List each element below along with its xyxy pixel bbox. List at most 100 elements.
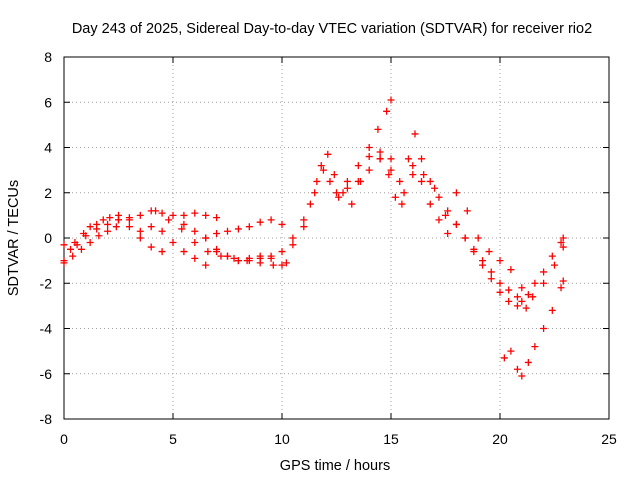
data-point <box>217 252 225 260</box>
data-point <box>71 239 79 247</box>
data-point <box>365 166 373 174</box>
data-point <box>348 200 356 208</box>
data-point <box>213 229 221 237</box>
data-point <box>426 177 434 185</box>
x-tick-label: 10 <box>274 431 290 447</box>
data-point <box>496 288 504 296</box>
data-point <box>487 268 495 276</box>
data-point <box>67 245 75 253</box>
data-point <box>409 171 417 179</box>
data-point <box>324 150 332 158</box>
data-point <box>82 232 90 240</box>
data-point <box>376 148 384 156</box>
data-point <box>463 207 471 215</box>
data-point <box>278 261 286 269</box>
data-point <box>518 284 526 292</box>
data-point <box>418 177 426 185</box>
y-tick-label: 6 <box>44 94 52 110</box>
data-point <box>420 171 428 179</box>
data-point <box>136 234 144 242</box>
data-point <box>400 189 408 197</box>
grid <box>64 57 609 419</box>
data-point <box>191 254 199 262</box>
data-point <box>522 304 530 312</box>
data-point <box>158 227 166 235</box>
data-point <box>496 257 504 265</box>
data-point <box>158 209 166 217</box>
series-track-8 <box>202 216 286 242</box>
data-point <box>267 252 275 260</box>
series-track-9 <box>213 155 567 305</box>
data-point <box>540 268 548 276</box>
data-point <box>411 130 419 138</box>
data-point <box>387 166 395 174</box>
data-point <box>444 207 452 215</box>
data-point <box>496 279 504 287</box>
data-point <box>204 248 212 256</box>
data-point <box>112 223 120 231</box>
data-point <box>289 234 297 242</box>
data-point <box>104 220 112 228</box>
data-point <box>147 243 155 251</box>
data-point <box>487 275 495 283</box>
series-track-11 <box>333 130 530 312</box>
data-point <box>505 286 513 294</box>
data-point <box>191 227 199 235</box>
data-point <box>339 189 347 197</box>
data-point <box>256 218 264 226</box>
y-tick-label: -2 <box>40 275 53 291</box>
data-point <box>224 227 231 235</box>
y-tick-label: 2 <box>44 185 52 201</box>
data-point <box>269 261 277 269</box>
data-point <box>152 207 160 215</box>
x-tick-label: 0 <box>60 431 68 447</box>
data-point <box>559 234 567 242</box>
series-track-13 <box>500 277 567 380</box>
data-point <box>474 234 482 242</box>
y-tick-label: 8 <box>44 49 52 65</box>
data-point <box>86 223 94 231</box>
data-point <box>531 343 539 351</box>
data-point <box>548 252 556 260</box>
x-tick-label: 20 <box>492 431 508 447</box>
series-track-10 <box>289 96 395 242</box>
data-point <box>278 220 286 228</box>
data-point <box>559 277 567 285</box>
data-point <box>418 155 426 163</box>
data-point <box>354 162 362 170</box>
data-point <box>282 259 290 267</box>
data-point <box>365 153 373 161</box>
data-point <box>391 193 399 201</box>
data-point <box>365 144 373 151</box>
data-point <box>125 214 133 222</box>
data-point <box>313 177 321 185</box>
data-point <box>60 241 68 249</box>
y-axis-label: SDTVAR / TECUs <box>6 180 22 296</box>
data-point <box>518 372 526 380</box>
data-point <box>317 162 325 170</box>
data-point <box>311 189 319 197</box>
data-point <box>93 225 101 233</box>
data-point <box>376 155 384 163</box>
data-point <box>513 293 521 301</box>
data-point <box>333 189 340 197</box>
data-point <box>531 279 539 287</box>
data-point <box>86 239 94 247</box>
data-point <box>524 291 532 299</box>
data-point <box>245 223 253 231</box>
data-point <box>540 325 548 332</box>
data-point <box>513 302 521 310</box>
data-point <box>136 227 144 235</box>
data-point <box>69 252 77 260</box>
data-point <box>444 229 452 237</box>
data-point <box>158 248 166 256</box>
data-point <box>180 211 188 219</box>
series-track-3 <box>60 223 120 267</box>
data-point <box>147 223 155 231</box>
data-point <box>343 184 351 192</box>
data-point <box>245 257 253 265</box>
data-point <box>256 254 264 262</box>
data-point <box>289 241 297 249</box>
x-axis-label: GPS time / hours <box>280 458 390 474</box>
data-point <box>104 227 112 235</box>
